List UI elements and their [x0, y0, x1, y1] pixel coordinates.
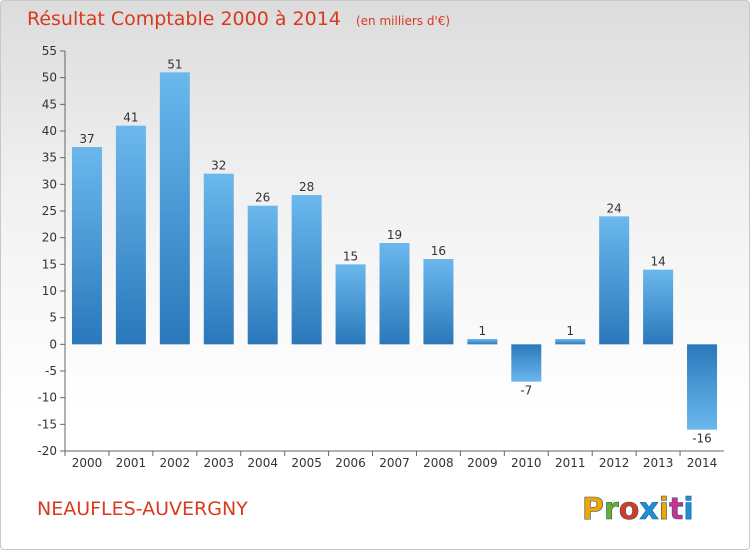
x-tick-label: 2012: [599, 456, 630, 470]
bar-2008: [423, 259, 454, 345]
data-label-2003: 32: [211, 159, 226, 173]
data-label-2000: 37: [79, 132, 94, 146]
y-tick-label: 30: [42, 177, 57, 191]
data-label-2005: 28: [299, 180, 314, 194]
x-tick-label: 2011: [555, 456, 586, 470]
x-tick-label: 2000: [72, 456, 103, 470]
logo-letter: P: [582, 492, 604, 527]
x-axis: 2000 2001 2002 2003 2004 2005 2006 2007 2008 2009…: [64, 450, 724, 470]
y-tick-label: 35: [42, 151, 57, 165]
y-tick-label: 0: [49, 337, 57, 351]
y-tick-label: 15: [42, 257, 57, 271]
y-tick-label: 40: [42, 124, 57, 138]
data-labels-group: 37 41 51 32 26 28 15 19 16 1 -7 1 24 14 -16: [79, 57, 712, 445]
y-tick-label: 25: [42, 204, 57, 218]
proxiti-logo-text: Proxiti: [582, 492, 694, 527]
bar-2011: [555, 339, 586, 345]
data-label-2010: -7: [520, 384, 532, 398]
bar-2007: [379, 243, 410, 345]
data-label-2007: 19: [387, 228, 402, 242]
chart-title: Résultat Comptable 2000 à 2014 (en milli…: [27, 8, 450, 30]
y-tick-label: -5: [45, 364, 57, 378]
chart-unit-text: (en milliers d'€): [356, 14, 450, 28]
data-label-2011: 1: [566, 324, 574, 338]
y-tick-label: 50: [42, 71, 57, 85]
x-tick-label: 2013: [643, 456, 674, 470]
bar-2004: [247, 205, 278, 345]
logo-letter: t: [669, 492, 683, 527]
bar-2014: [687, 344, 718, 430]
y-tick-label: 55: [42, 44, 57, 58]
data-label-2009: 1: [479, 324, 487, 338]
data-label-2013: 14: [650, 255, 665, 269]
commune-name: NEAUFLES-AUVERGNY: [37, 498, 248, 520]
logo-letter: i: [683, 492, 693, 527]
bars-group: [71, 72, 718, 430]
bar-2005: [291, 195, 322, 345]
x-tick-label: 2014: [687, 456, 718, 470]
x-tick-label: 2008: [423, 456, 454, 470]
bar-2009: [467, 339, 498, 345]
bar-2001: [115, 125, 146, 345]
y-tick-label: 5: [49, 311, 57, 325]
bar-2003: [203, 173, 234, 345]
y-tick-label: 10: [42, 284, 57, 298]
bar-2000: [71, 147, 102, 345]
proxiti-logo: Proxiti: [582, 492, 694, 528]
y-tick-label: -15: [37, 417, 57, 431]
x-tick-label: 2010: [511, 456, 542, 470]
x-tick-label: 2006: [335, 456, 366, 470]
data-label-2008: 16: [431, 244, 446, 258]
logo-letter: o: [619, 492, 640, 527]
x-tick-label: 2009: [467, 456, 498, 470]
bar-2002: [159, 72, 190, 345]
x-tick-label: 2001: [116, 456, 147, 470]
y-tick-label: 45: [42, 97, 57, 111]
y-tick-label: -20: [37, 444, 57, 458]
y-tick-label: 20: [42, 231, 57, 245]
bar-2012: [599, 216, 630, 345]
data-label-2012: 24: [607, 201, 622, 215]
data-label-2001: 41: [123, 111, 138, 125]
logo-letter: x: [639, 492, 658, 527]
bar-2006: [335, 264, 366, 345]
chart-title-text: Résultat Comptable 2000 à 2014: [27, 8, 341, 30]
y-tick-label: -10: [37, 391, 57, 405]
x-tick-label: 2002: [160, 456, 191, 470]
bar-2010: [511, 344, 542, 382]
logo-letter: i: [659, 492, 669, 527]
data-label-2002: 51: [167, 57, 182, 71]
data-label-2006: 15: [343, 249, 358, 263]
x-tick-label: 2003: [203, 456, 234, 470]
data-label-2014: -16: [692, 432, 712, 446]
x-tick-label: 2005: [291, 456, 322, 470]
logo-letter: r: [604, 492, 619, 527]
x-tick-label: 2004: [247, 456, 278, 470]
bar-2013: [643, 269, 674, 345]
data-label-2004: 26: [255, 191, 270, 205]
x-tick-label: 2007: [379, 456, 410, 470]
